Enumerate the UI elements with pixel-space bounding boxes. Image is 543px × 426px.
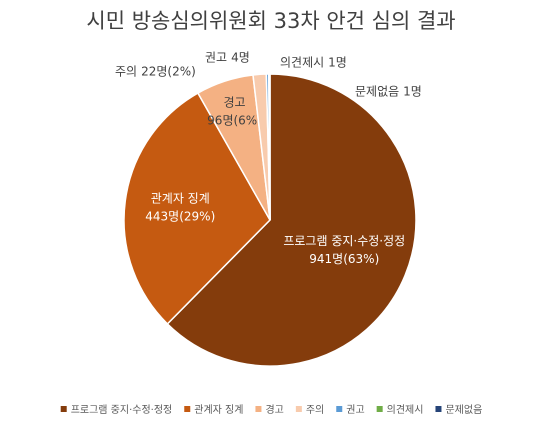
legend-swatch [295,406,302,412]
value-label: 443명(29%) [145,210,215,224]
legend-swatch [184,406,191,412]
slice-label: 경고 [223,95,245,109]
slice-label: 주의 [115,65,137,79]
legend-label: 경고 [265,403,283,416]
value-label: 1명 [403,85,422,99]
legend-swatch [255,406,262,412]
legend-label: 관계자 징계 [194,404,243,416]
value-label: 1명 [328,56,347,70]
value-label: 4명 [231,51,250,65]
legend-swatch [435,406,442,412]
legend-swatch [60,406,67,412]
value-label: 941명(63%) [309,252,379,266]
pie-slice [268,73,271,221]
legend-swatch [336,406,343,412]
value-label: 96명(6%) [207,113,262,127]
slice-label: 관계자 징계 [151,192,210,206]
slice-label: 의견제시 [280,56,324,70]
legend-swatch [376,406,383,412]
legend-label: 문제없음 [445,403,482,416]
value-label: 22명(2%) [141,65,196,79]
slice-label: 문제없음 [355,85,399,99]
legend-label: 주의 [306,404,324,416]
legend-label: 의견제시 [387,404,424,416]
legend-label: 권고 [346,404,364,416]
slice-label: 프로그램 중지·수정·정정 [283,234,405,248]
legend-label: 프로그램 중지·수정·정정 [71,404,173,416]
chart-title: 시민 방송심의위원회 33차 안건 심의 결과 [86,9,455,33]
pie-slice [166,73,417,367]
pie-slice [123,92,271,325]
slice-label: 권고 [205,51,227,65]
